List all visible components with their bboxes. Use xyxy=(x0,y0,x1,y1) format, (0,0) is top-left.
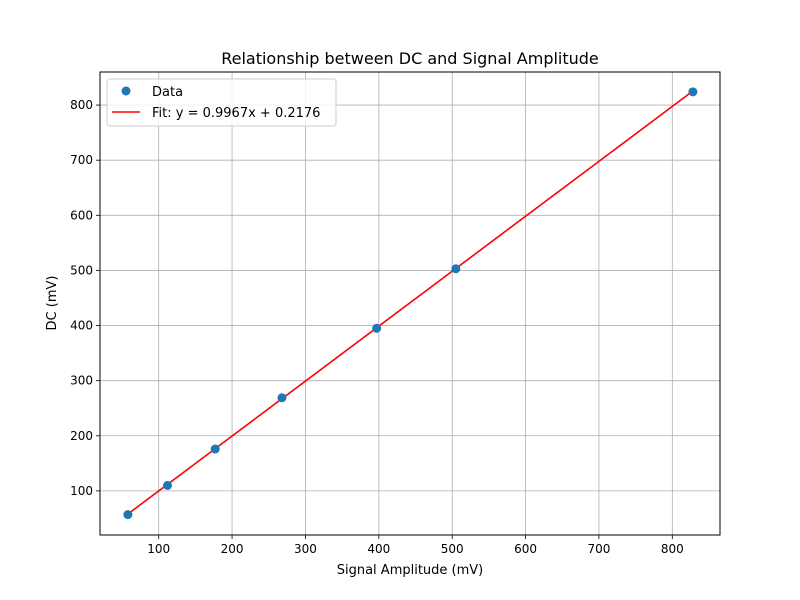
y-tick-label: 500 xyxy=(70,263,93,277)
fit-line xyxy=(127,90,694,515)
y-axis-label: DC (mV) xyxy=(45,276,60,331)
data-point xyxy=(277,393,287,403)
x-tick-label: 100 xyxy=(147,542,170,556)
data-point xyxy=(123,510,133,520)
data-point xyxy=(688,87,698,97)
legend-label-fit: Fit: y = 0.9967x + 0.2176 xyxy=(152,106,320,121)
data-point xyxy=(210,444,220,454)
y-tick-label: 800 xyxy=(70,98,93,112)
y-tick-label: 600 xyxy=(70,208,93,222)
x-tick-label: 800 xyxy=(661,542,684,556)
x-tick-label: 200 xyxy=(221,542,244,556)
x-tick-label: 500 xyxy=(441,542,464,556)
plot-frame xyxy=(99,71,721,536)
fit-layer xyxy=(127,90,694,515)
data-point xyxy=(163,480,173,490)
legend-label-data: Data xyxy=(152,85,183,100)
data-point xyxy=(372,323,382,333)
legend: Data Fit: y = 0.9967x + 0.2176 xyxy=(106,78,337,127)
x-axis-label: Signal Amplitude (mV) xyxy=(337,563,484,578)
y-tick-label: 200 xyxy=(70,429,93,443)
x-tick-label: 600 xyxy=(514,542,537,556)
x-tick-label: 400 xyxy=(367,542,390,556)
legend-marker-data xyxy=(121,86,131,96)
y-tick-label: 700 xyxy=(70,153,93,167)
axis-ticks: 100 200 300 400 500 600 700 800 100 200 300 400 500 6… xyxy=(70,98,684,556)
points-layer xyxy=(123,87,698,520)
data-point xyxy=(451,264,461,274)
y-tick-label: 400 xyxy=(70,319,93,333)
x-tick-label: 300 xyxy=(294,542,317,556)
chart-title: Relationship between DC and Signal Ampli… xyxy=(221,49,599,68)
y-tick-label: 300 xyxy=(70,374,93,388)
grid xyxy=(100,72,720,535)
y-tick-label: 100 xyxy=(70,484,93,498)
legend-box xyxy=(106,78,337,127)
x-tick-label: 700 xyxy=(587,542,610,556)
